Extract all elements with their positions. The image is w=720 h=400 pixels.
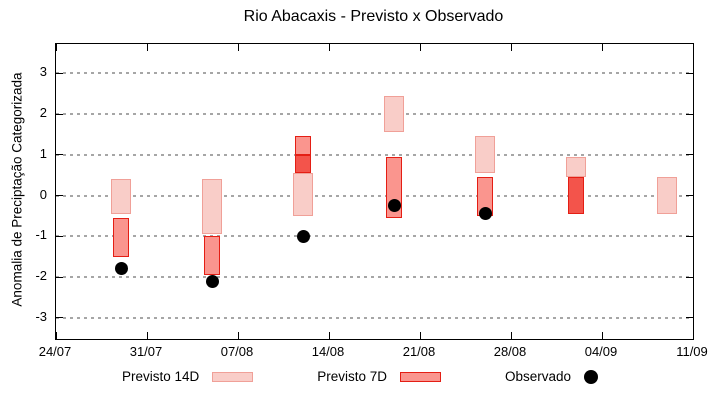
observed-dot bbox=[478, 207, 492, 221]
x-tick-mark bbox=[419, 44, 421, 51]
legend-label-previsto-14d: Previsto 14D bbox=[121, 369, 200, 384]
gridline bbox=[56, 153, 693, 156]
x-tick-mark bbox=[55, 44, 57, 51]
forecast-box-7d bbox=[295, 136, 311, 155]
x-tick-label: 21/08 bbox=[402, 344, 436, 359]
x-tick-mark bbox=[55, 332, 57, 339]
x-tick-mark bbox=[692, 332, 694, 339]
forecast-box-7d_dark bbox=[568, 177, 584, 214]
forecast-box-7d bbox=[204, 236, 220, 276]
x-tick-mark bbox=[237, 332, 239, 339]
x-tick-mark bbox=[328, 44, 330, 51]
x-tick-mark bbox=[419, 332, 421, 339]
forecast-box-14d bbox=[293, 173, 313, 216]
forecast-box-14d bbox=[566, 156, 586, 178]
legend-item-previsto-7d: Previsto 7D bbox=[317, 369, 442, 384]
legend-label-observado: Observado bbox=[505, 369, 572, 384]
legend-item-observado: Observado bbox=[505, 369, 599, 384]
y-tick-mark bbox=[56, 317, 63, 319]
legend-item-previsto-14d: Previsto 14D bbox=[121, 369, 254, 384]
x-tick-mark bbox=[510, 332, 512, 339]
gridline bbox=[56, 194, 693, 197]
x-tick-label: 07/08 bbox=[220, 344, 254, 359]
y-tick-mark bbox=[686, 195, 693, 197]
y-tick-label: 2 bbox=[39, 105, 47, 121]
x-tick-mark bbox=[146, 44, 148, 51]
forecast-box-14d bbox=[384, 95, 404, 133]
plot-area bbox=[55, 43, 694, 340]
forecast-box-7d_dark bbox=[295, 154, 311, 174]
legend: Previsto 14D Previsto 7D Observado bbox=[0, 369, 720, 384]
y-tick-mark bbox=[686, 113, 693, 115]
y-tick-mark bbox=[686, 72, 693, 74]
x-tick-label: 14/08 bbox=[311, 344, 345, 359]
x-tick-mark bbox=[237, 44, 239, 51]
x-tick-mark bbox=[692, 44, 694, 51]
x-tick-mark bbox=[601, 332, 603, 339]
forecast-box-7d bbox=[113, 217, 129, 257]
observado-dot-icon bbox=[584, 369, 599, 384]
gridline bbox=[56, 276, 693, 279]
y-tick-mark bbox=[56, 72, 63, 74]
y-tick-mark bbox=[686, 317, 693, 319]
x-tick-mark bbox=[328, 332, 330, 339]
x-tick-label: 11/09 bbox=[676, 344, 708, 359]
observed-dot bbox=[296, 229, 310, 243]
chart-title: Rio Abacaxis - Previsto x Observado bbox=[243, 8, 504, 25]
y-tick-label: 1 bbox=[39, 145, 47, 161]
forecast-box-14d bbox=[202, 179, 222, 235]
forecast-box-14d bbox=[657, 177, 677, 214]
y-tick-mark bbox=[56, 195, 63, 197]
y-tick-label: -2 bbox=[35, 268, 47, 284]
y-tick-mark bbox=[56, 154, 63, 156]
x-tick-mark bbox=[601, 44, 603, 51]
x-tick-label: 04/09 bbox=[584, 344, 618, 359]
x-tick-mark bbox=[146, 332, 148, 339]
y-tick-mark bbox=[686, 235, 693, 237]
y-tick-mark bbox=[56, 276, 63, 278]
previsto-14d-swatch-icon bbox=[212, 371, 254, 382]
x-tick-label: 31/07 bbox=[129, 344, 163, 359]
y-tick-mark bbox=[56, 235, 63, 237]
gridline bbox=[56, 316, 693, 319]
observed-dot bbox=[205, 274, 219, 288]
gridline bbox=[56, 235, 693, 238]
x-tick-label: 24/07 bbox=[38, 344, 72, 359]
y-tick-mark bbox=[56, 113, 63, 115]
previsto-7d-swatch-icon bbox=[400, 371, 442, 382]
y-tick-mark bbox=[686, 154, 693, 156]
forecast-box-14d bbox=[111, 179, 131, 214]
y-tick-mark bbox=[686, 276, 693, 278]
legend-label-previsto-7d: Previsto 7D bbox=[317, 369, 388, 384]
gridline bbox=[56, 113, 693, 116]
forecast-box-14d bbox=[475, 136, 495, 174]
x-tick-mark bbox=[510, 44, 512, 51]
gridline bbox=[56, 72, 693, 75]
observed-dot bbox=[387, 199, 401, 213]
y-tick-label: -3 bbox=[35, 308, 47, 324]
x-tick-label: 28/08 bbox=[493, 344, 527, 359]
observed-dot bbox=[114, 262, 128, 276]
y-tick-label: 3 bbox=[39, 64, 47, 80]
y-tick-label: 0 bbox=[39, 186, 47, 202]
y-tick-label: -1 bbox=[35, 227, 47, 243]
